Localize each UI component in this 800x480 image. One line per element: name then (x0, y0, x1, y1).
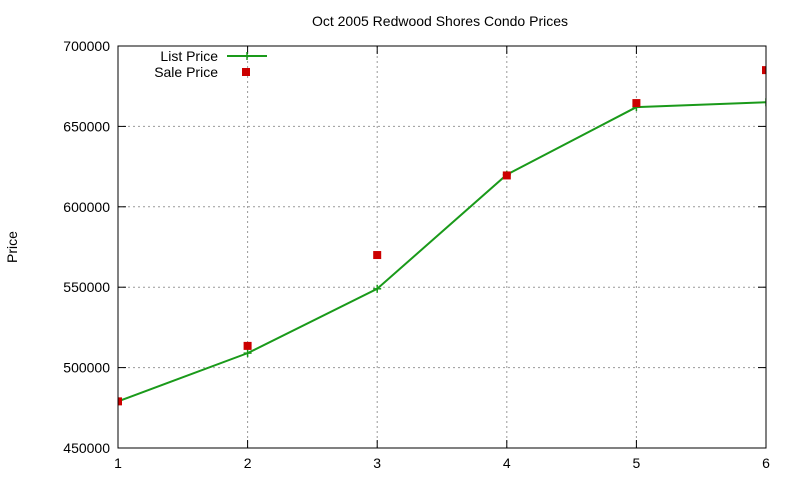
y-tick-label: 700000 (63, 38, 110, 54)
legend-label: List Price (160, 48, 218, 64)
plot-area (118, 66, 766, 406)
y-tick-label: 550000 (63, 279, 110, 295)
list-price-point (373, 284, 382, 293)
grid (118, 46, 766, 448)
tick-labels: 1 2 3 4 5 6 450000 500000 550000 600000 650000 7000… (63, 38, 770, 471)
series-layer (118, 66, 766, 406)
x-tick-label: 6 (762, 455, 770, 471)
x-tick-label: 2 (244, 455, 252, 471)
sale-price-point (118, 397, 122, 406)
x-tick-label: 3 (373, 455, 381, 471)
y-tick-label: 450000 (63, 440, 110, 456)
list-price-point (243, 349, 252, 358)
y-tick-label: 650000 (63, 118, 110, 134)
legend-plus-marker (243, 52, 251, 60)
chart-title: Oct 2005 Redwood Shores Condo Prices (312, 13, 568, 29)
series-list-price (118, 98, 766, 406)
x-tick-label: 4 (503, 455, 511, 471)
plot-frame (117, 45, 767, 449)
sale-price-point (632, 99, 641, 108)
x-tick-label: 5 (633, 455, 641, 471)
sale-price-point (502, 171, 511, 180)
legend-label: Sale Price (154, 64, 218, 80)
list-price-line (118, 101, 766, 403)
sale-price-point (762, 66, 766, 75)
series-sale-price (118, 66, 766, 406)
y-tick-label: 500000 (63, 360, 110, 376)
x-tick-label: 1 (114, 455, 122, 471)
y-axis-label: Price (4, 231, 20, 263)
y-tick-label: 600000 (63, 199, 110, 215)
list-price-point (762, 98, 766, 107)
sale-price-point (243, 341, 252, 350)
sale-price-point (373, 251, 382, 260)
legend-square-marker (242, 68, 250, 76)
